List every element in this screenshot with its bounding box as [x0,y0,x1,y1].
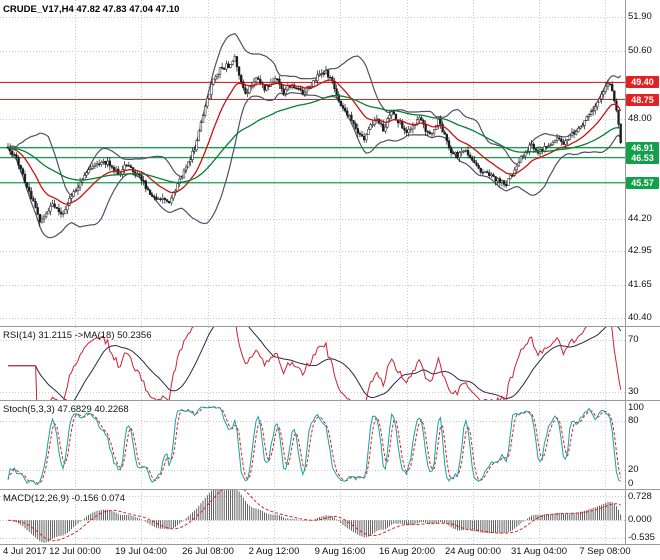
ma-slow-line [7,94,621,184]
rsi-ma-line [8,327,622,400]
main-panel-background[interactable] [0,0,625,326]
ma-fast-line [7,79,622,205]
rsi-indicator-label: RSI(14) 31.2115 ->MA(18) 50.2356 [3,330,152,341]
rsi-line [8,327,622,400]
stoch-panel-background[interactable] [0,401,625,489]
macd-signal-line [7,490,621,542]
macd-indicator-label: MACD(12,26,9) -0.156 0.074 [3,493,125,504]
stoch-main-line [7,405,621,485]
bollinger-lower-band [7,92,622,239]
macd-histogram [9,490,622,543]
stoch-indicator-label: Stoch(5,3,3) 47.6829 40.2268 [3,404,129,415]
chart-title: CRUDE_V17,H4 47.82 47.83 47.04 47.10 [3,4,180,15]
panel-separators [0,0,660,545]
stoch-signal-line [7,406,622,484]
macd-panel-background[interactable] [0,490,625,544]
